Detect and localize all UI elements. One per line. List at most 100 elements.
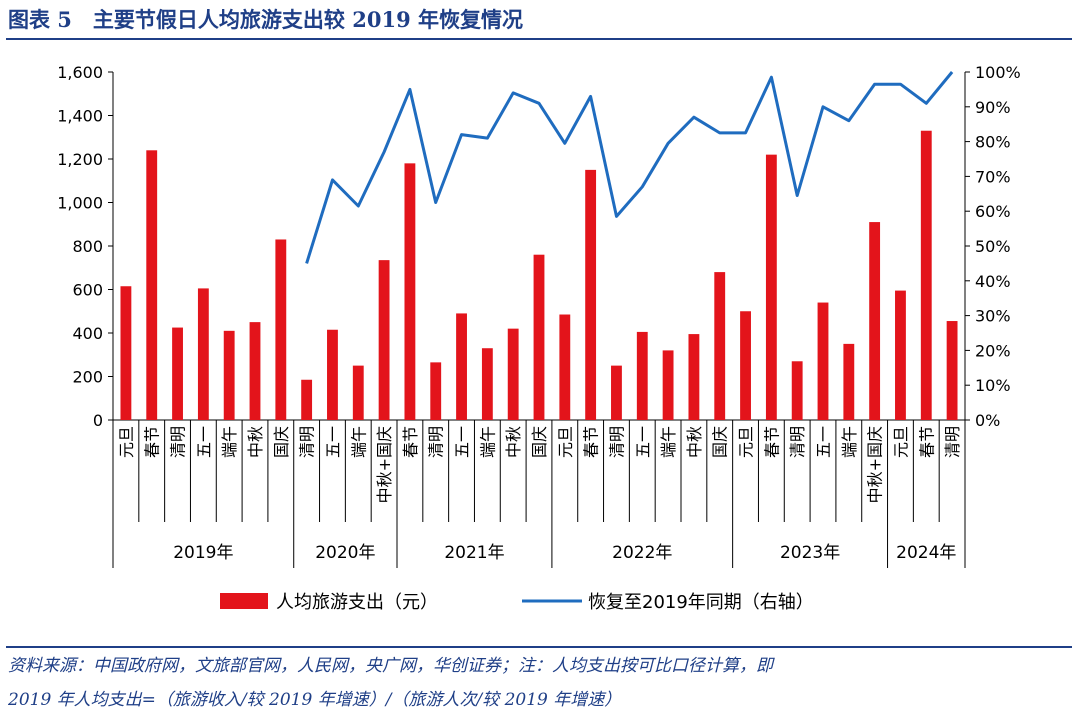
bar bbox=[507, 328, 519, 420]
category-label: 清明 bbox=[169, 426, 188, 458]
year-label: 2019年 bbox=[173, 543, 233, 563]
category-label: 中秋+国庆 bbox=[375, 426, 394, 503]
bar bbox=[843, 343, 855, 420]
category-label: 清明 bbox=[427, 426, 446, 458]
bar bbox=[197, 288, 209, 420]
bar bbox=[378, 260, 390, 420]
category-label: 端午 bbox=[349, 426, 368, 458]
left-tick-label: 1,200 bbox=[57, 150, 103, 169]
left-tick-label: 600 bbox=[72, 281, 103, 300]
bar bbox=[611, 365, 622, 420]
bar bbox=[327, 329, 338, 420]
category-label: 端午 bbox=[840, 426, 859, 458]
right-tick-label: 50% bbox=[975, 237, 1011, 256]
bar bbox=[352, 365, 364, 420]
category-label: 中秋 bbox=[685, 426, 704, 458]
category-label: 五一 bbox=[453, 426, 472, 458]
category-label: 春节 bbox=[582, 426, 601, 458]
bar bbox=[559, 314, 571, 420]
bar bbox=[172, 327, 183, 420]
year-label: 2022年 bbox=[612, 543, 672, 563]
category-label: 国庆 bbox=[272, 426, 291, 458]
category-label: 端午 bbox=[220, 426, 239, 458]
category-label: 春节 bbox=[143, 426, 162, 458]
legend: 人均旅游支出（元） 恢复至2019年同期（右轴） bbox=[220, 592, 814, 613]
x-labels: 元旦 春节 清明 五一 端午 中秋 国庆 清明 五一 端午 中秋+国庆 春节 清明 五一 端午 中秋 国庆 元旦春… bbox=[112, 420, 966, 568]
bar bbox=[740, 311, 751, 420]
bar bbox=[120, 286, 132, 420]
category-label: 春节 bbox=[401, 426, 420, 458]
axes: 0 200 400 600 800 1,000 1,200 1,400 1,600 0% 10% 20… bbox=[57, 63, 1021, 430]
bars bbox=[120, 130, 958, 421]
right-tick-label: 90% bbox=[975, 98, 1011, 117]
bar bbox=[404, 163, 416, 420]
category-label: 中秋 bbox=[246, 426, 265, 458]
right-tick-label: 70% bbox=[975, 167, 1011, 186]
bar bbox=[223, 330, 235, 420]
line-series-path bbox=[305, 71, 954, 264]
category-label: 中秋+国庆 bbox=[866, 426, 885, 503]
legend-line-label: 恢复至2019年同期（右轴） bbox=[588, 592, 814, 613]
left-tick-label: 1,600 bbox=[57, 63, 103, 82]
year-label: 2020年 bbox=[315, 543, 375, 563]
category-label: 端午 bbox=[659, 426, 678, 458]
bar bbox=[920, 130, 932, 420]
source-divider bbox=[6, 646, 1072, 648]
legend-bar-label: 人均旅游支出（元） bbox=[276, 592, 438, 613]
figure-title: 图表 5 主要节假日人均旅游支出较 2019 年恢复情况 bbox=[8, 7, 523, 32]
category-label: 五一 bbox=[194, 426, 213, 458]
left-tick-label: 1,000 bbox=[57, 194, 103, 213]
year-label: 2024年 bbox=[896, 543, 956, 563]
right-tick-label: 10% bbox=[975, 376, 1011, 395]
year-label: 2023年 bbox=[780, 543, 840, 563]
title-divider bbox=[6, 38, 1072, 40]
category-label: 五一 bbox=[633, 426, 652, 458]
left-tick-label: 0 bbox=[93, 411, 103, 430]
right-tick-label: 100% bbox=[975, 63, 1021, 82]
category-label: 中秋 bbox=[504, 426, 523, 458]
bar bbox=[636, 331, 648, 420]
year-label: 2021年 bbox=[444, 543, 504, 563]
bar bbox=[714, 272, 726, 420]
legend-bar-swatch bbox=[220, 593, 268, 609]
bar bbox=[481, 348, 493, 420]
left-tick-label: 800 bbox=[72, 237, 103, 256]
left-tick-label: 1,400 bbox=[57, 107, 103, 126]
bar bbox=[146, 150, 158, 421]
right-tick-label: 40% bbox=[975, 272, 1011, 291]
right-tick-label: 80% bbox=[975, 133, 1011, 152]
bar bbox=[688, 334, 700, 420]
left-tick-label: 200 bbox=[72, 368, 103, 387]
right-tick-label: 0% bbox=[975, 411, 1000, 430]
category-label: 春节 bbox=[917, 426, 936, 458]
category-label: 国庆 bbox=[711, 426, 730, 458]
bar bbox=[765, 154, 777, 420]
left-tick-label: 400 bbox=[72, 324, 103, 343]
source-note-line2: 2019 年人均支出=（旅游收入/较 2019 年增速）/（旅游人次/较 201… bbox=[8, 690, 622, 710]
category-label: 清明 bbox=[607, 426, 626, 458]
right-tick-label: 60% bbox=[975, 202, 1011, 221]
category-label: 元旦 bbox=[556, 426, 575, 458]
bar bbox=[817, 302, 829, 420]
bar bbox=[430, 362, 442, 420]
bar bbox=[533, 254, 545, 420]
right-tick-label: 30% bbox=[975, 307, 1011, 326]
category-label: 春节 bbox=[762, 426, 781, 458]
bar bbox=[895, 290, 906, 420]
bar bbox=[791, 361, 803, 420]
category-label: 国庆 bbox=[530, 426, 549, 458]
category-label: 五一 bbox=[323, 426, 342, 458]
bar bbox=[585, 169, 597, 420]
bar bbox=[946, 321, 958, 420]
bar bbox=[869, 222, 881, 420]
source-note-line1: 资料来源：中国政府网，文旅部官网，人民网，央广网，华创证券；注：人均支出按可比口… bbox=[8, 656, 773, 676]
category-label: 元旦 bbox=[117, 426, 136, 458]
recovery-line bbox=[305, 71, 954, 264]
bar bbox=[275, 239, 287, 420]
right-tick-label: 20% bbox=[975, 341, 1011, 360]
category-label: 端午 bbox=[478, 426, 497, 458]
bar bbox=[662, 350, 674, 420]
bar bbox=[456, 313, 467, 420]
category-label: 元旦 bbox=[891, 426, 910, 458]
category-label: 元旦 bbox=[737, 426, 756, 458]
